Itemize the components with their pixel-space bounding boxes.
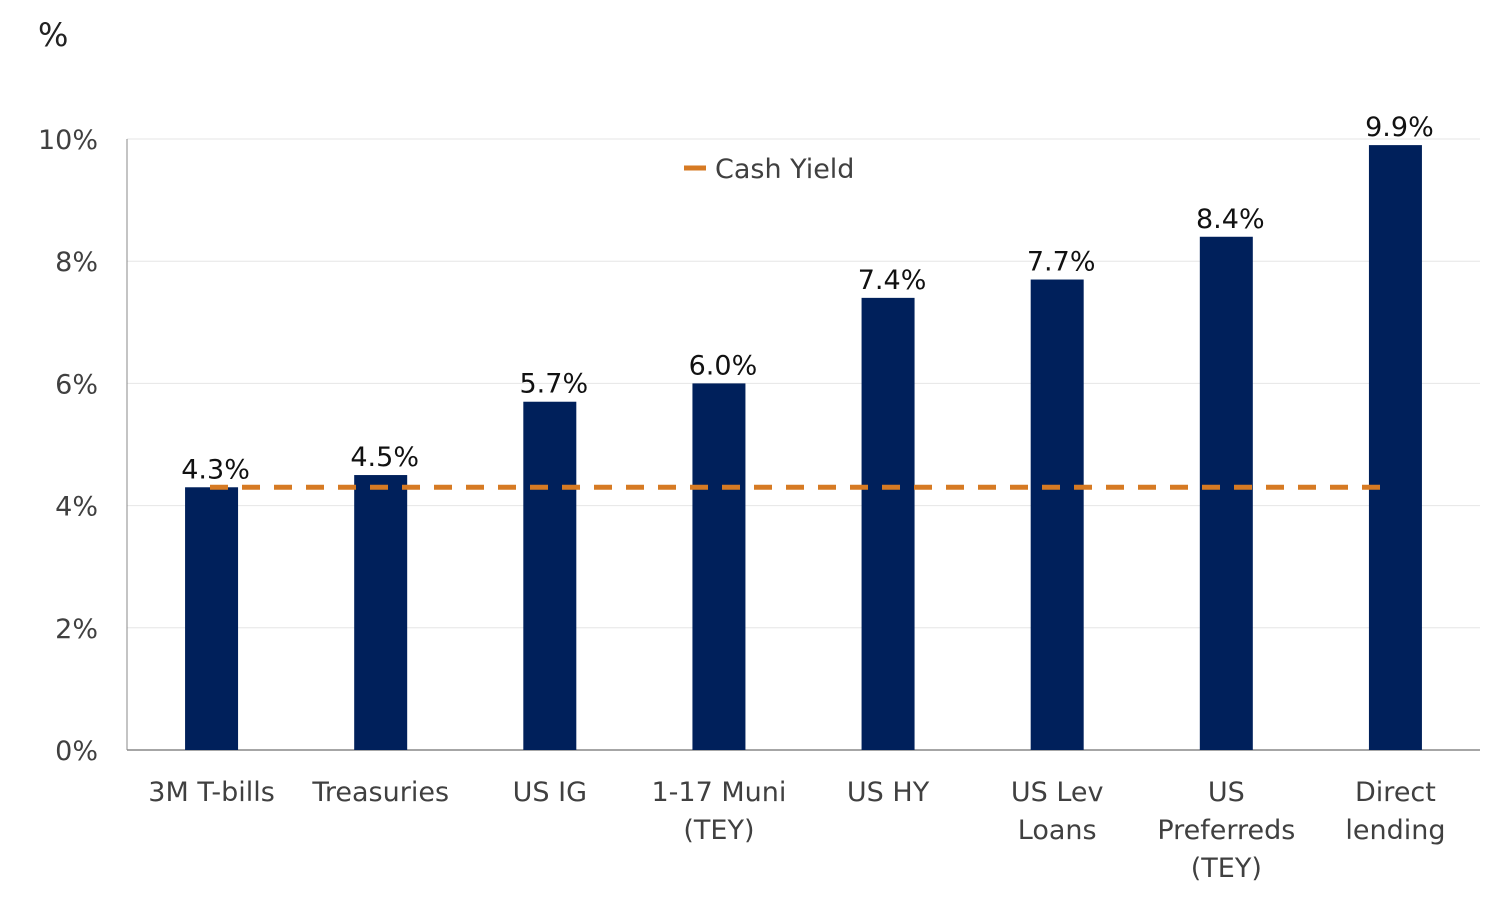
data-labels: 4.3% 4.5% 5.7% 6.0% 7.4% 7.7% 8.4% 9.9%	[181, 112, 1433, 485]
data-label: 7.7%	[1027, 247, 1096, 278]
x-tick-label: Treasuries	[311, 777, 449, 808]
x-axis-ticks: 3M T-bills Treasuries US IG 1-17 Muni (TEY) U…	[148, 777, 1445, 884]
x-tick-label: US Lev	[1011, 777, 1104, 808]
data-label: 9.9%	[1365, 112, 1434, 143]
bars	[185, 145, 1422, 751]
gridlines	[126, 138, 1480, 751]
bar	[354, 475, 408, 750]
legend: Cash Yield	[684, 154, 854, 185]
data-label: 6.0%	[689, 350, 758, 381]
data-label: 5.7%	[520, 369, 589, 400]
x-tick-label: Preferreds	[1157, 815, 1295, 846]
bar	[185, 487, 239, 750]
bar	[1368, 145, 1422, 751]
bar	[861, 297, 915, 750]
data-label: 4.3%	[181, 454, 250, 485]
x-tick-label: 1-17 Muni	[651, 777, 786, 808]
legend-label-cash-yield: Cash Yield	[715, 154, 854, 185]
x-tick-label: (TEY)	[1191, 853, 1262, 884]
y-tick-label: 10%	[38, 125, 98, 156]
y-tick-label: 4%	[55, 492, 98, 523]
data-label: 4.5%	[350, 442, 419, 473]
x-tick-label: 3M T-bills	[148, 777, 275, 808]
y-axis-ticks: 0% 2% 4% 6% 8% 10%	[38, 125, 98, 767]
y-tick-label: 2%	[55, 614, 98, 645]
data-label: 7.4%	[858, 265, 927, 296]
y-tick-label: 6%	[55, 369, 98, 400]
y-unit-label: %	[38, 16, 68, 54]
data-label: 8.4%	[1196, 204, 1265, 235]
x-tick-label: Loans	[1018, 815, 1097, 846]
x-tick-label: US	[1208, 777, 1245, 808]
y-tick-label: 0%	[55, 736, 98, 767]
x-tick-label: Direct	[1355, 777, 1436, 808]
bar	[1199, 236, 1253, 750]
x-tick-label: lending	[1345, 815, 1445, 846]
bar	[523, 401, 577, 750]
y-tick-label: 8%	[55, 247, 98, 278]
x-tick-label: (TEY)	[683, 815, 754, 846]
bar	[692, 383, 746, 750]
x-tick-label: US IG	[513, 777, 587, 808]
x-tick-label: US HY	[847, 777, 930, 808]
bar	[1030, 279, 1084, 750]
